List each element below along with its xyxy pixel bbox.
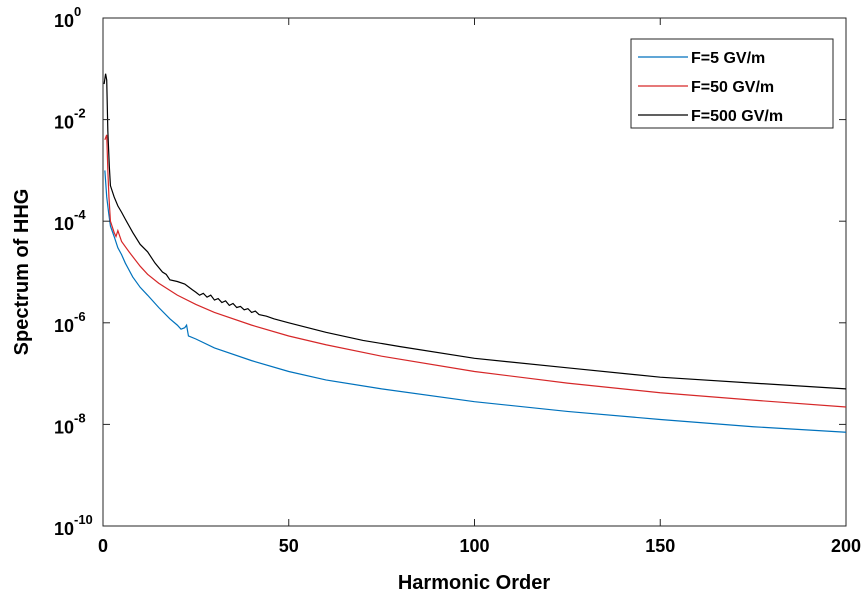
x-tick-label: 200 — [831, 536, 861, 556]
legend-label-2: F=50 GV/m — [691, 79, 774, 96]
series-line-1 — [104, 170, 847, 433]
y-tick-exponent: -8 — [74, 410, 86, 425]
x-axis-label: Harmonic Order — [398, 572, 550, 594]
series-line-2 — [104, 134, 847, 408]
y-axis-label: Spectrum of HHG — [11, 189, 33, 356]
series-line-3 — [103, 73, 847, 390]
x-tick-label: 100 — [459, 536, 489, 556]
y-tick-exponent: -6 — [74, 309, 86, 324]
y-tick-exponent: -10 — [74, 512, 93, 527]
y-tick-label: 10 — [54, 113, 74, 133]
y-tick-exponent: -4 — [74, 207, 86, 222]
legend: F=5 GV/m F=50 GV/m F=500 GV/m — [630, 38, 834, 129]
y-tick-label: 10 — [54, 316, 74, 336]
x-tick-label: 150 — [645, 536, 675, 556]
x-tick-label: 0 — [98, 536, 108, 556]
legend-label-1: F=5 GV/m — [691, 50, 765, 67]
series-layer — [103, 73, 847, 433]
legend-box — [630, 38, 834, 129]
y-tick-exponent: 0 — [74, 4, 81, 19]
x-tick-label: 50 — [279, 536, 299, 556]
y-tick-exponent: -2 — [74, 106, 86, 121]
y-tick-label: 10 — [54, 11, 74, 31]
y-tick-label: 10 — [54, 214, 74, 234]
y-tick-label: 10 — [54, 417, 74, 437]
y-tick-label: 10 — [54, 519, 74, 539]
legend-label-3: F=500 GV/m — [691, 108, 783, 125]
